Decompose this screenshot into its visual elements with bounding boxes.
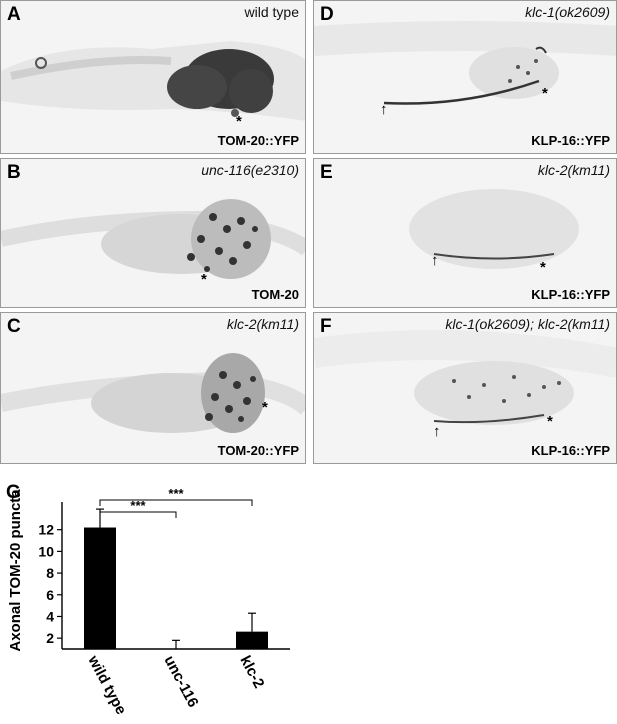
y-tick-label: 2: [46, 630, 54, 646]
marker-label-f: KLP-16::YFP: [531, 443, 610, 458]
y-tick-label: 6: [46, 587, 54, 603]
genotype-label-e: klc-2(km11): [537, 162, 610, 178]
panel-e: E klc-2(km11) ↑ * KLP-16::YFP: [313, 158, 617, 308]
panel-label-f: F: [320, 316, 332, 337]
micrograph-a: [1, 41, 305, 121]
significance-bracket: [99, 499, 253, 506]
marker-label-e: KLP-16::YFP: [531, 287, 610, 302]
significance-label: ***: [130, 498, 146, 513]
marker-label-a: TOM-20::YFP: [217, 133, 299, 148]
panel-label-c: C: [7, 316, 21, 337]
genotype-label-a: wild type: [244, 4, 299, 20]
micrograph-b: [1, 199, 305, 279]
y-tick-label: 8: [46, 565, 54, 581]
bar-0: [84, 527, 116, 649]
genotype-label-f: klc-1(ok2609); klc-2(km11): [445, 316, 610, 332]
x-tick-label: wild type: [84, 652, 130, 718]
y-tick-label: 4: [46, 608, 54, 624]
panel-label-a: A: [7, 4, 21, 25]
marker-label-b: TOM-20: [251, 287, 299, 302]
asterisk-e: *: [540, 259, 546, 276]
arrow-d: ↑: [380, 101, 388, 118]
marker-label-d: KLP-16::YFP: [531, 133, 610, 148]
panel-c: C klc-2(km11) * TOM-20::YFP: [0, 312, 306, 464]
arrow-f: ↑: [433, 423, 441, 440]
panel-label-g: G: [6, 482, 21, 503]
genotype-label-b: unc-116(e2310): [201, 162, 299, 178]
panel-label-b: B: [7, 162, 21, 183]
significance-label: ***: [168, 486, 184, 501]
micrograph-e: [409, 189, 579, 269]
panel-label-e: E: [320, 162, 333, 183]
x-tick-label: unc-116: [160, 653, 201, 710]
y-tick-label: 12: [38, 522, 54, 538]
micrograph-c: [1, 353, 305, 433]
asterisk-a: *: [236, 113, 242, 130]
bar-2: [236, 631, 268, 649]
asterisk-b: *: [201, 271, 207, 288]
asterisk-c: *: [262, 399, 268, 416]
micrograph-d: [314, 21, 616, 105]
asterisk-f: *: [547, 413, 553, 430]
bar-chart: 2 4 6 8 10 12 Axonal TOM-20 puncta wild type unc…: [7, 486, 290, 718]
y-tick-label: 10: [38, 543, 54, 559]
marker-label-c: TOM-20::YFP: [217, 443, 299, 458]
x-tick-label: klc-2: [236, 653, 267, 691]
arrow-e: ↑: [431, 252, 439, 269]
chart-bars: [84, 508, 268, 649]
micrograph-f: [314, 330, 616, 425]
chart-text: 2 4 6 8 10 12 Axonal TOM-20 puncta wild type unc…: [7, 486, 268, 718]
panel-f: F klc-1(ok2609); klc-2(km11) ↑ * KLP-16:…: [313, 312, 617, 464]
asterisk-d: *: [542, 85, 548, 102]
genotype-label-c: klc-2(km11): [226, 316, 299, 332]
genotype-label-d: klc-1(ok2609): [525, 4, 610, 20]
panel-d: D klc-1(ok2609) ↑ * KLP-16::YFP: [313, 0, 617, 154]
y-axis-label: Axonal TOM-20 puncta: [7, 489, 24, 652]
panel-a: A wild type * TOM-20::YFP: [0, 0, 306, 154]
panel-label-d: D: [320, 4, 334, 25]
panel-b: B unc-116(e2310) * TOM-20: [0, 158, 306, 308]
